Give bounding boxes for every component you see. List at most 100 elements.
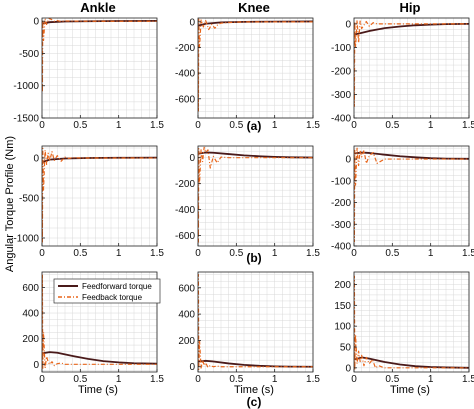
series-line-feedforward — [42, 351, 157, 365]
series-line-feedforward — [354, 356, 469, 369]
axes-frame — [41, 17, 158, 119]
series-line-feedback — [42, 147, 157, 243]
y-tick-label: 0 — [345, 155, 351, 166]
x-tick-label: 0 — [39, 248, 45, 259]
series-line-feedback — [354, 275, 469, 371]
x-tick-label: 0 — [351, 248, 357, 259]
col-title-ankle: Ankle — [80, 0, 115, 15]
plot-area — [42, 18, 157, 118]
row-label-b: (b) — [246, 251, 261, 265]
plot-area — [354, 146, 469, 246]
x-tick-label: 1 — [272, 374, 278, 385]
series-group — [42, 273, 157, 371]
x-tick-label: 1.5 — [462, 374, 474, 385]
panel-knee-b: 0 0.5 1 1.5 0 -200 -400 -600 — [175, 145, 320, 259]
y-tick-label: -100 — [331, 176, 351, 187]
x-tick-label: 1 — [116, 120, 122, 131]
series-line-feedforward — [198, 20, 313, 27]
x-tick-label: 1.5 — [462, 120, 474, 131]
x-tick-label: 0 — [351, 374, 357, 385]
x-tick-label: 0.5 — [385, 248, 399, 259]
x-tick-label: 1 — [428, 374, 434, 385]
y-tick-label: -600 — [175, 231, 195, 242]
x-tick-label: 0.5 — [385, 120, 399, 131]
series-group — [198, 18, 313, 113]
y-tick-label: -300 — [331, 90, 351, 101]
series-group — [198, 274, 313, 370]
y-tick-label: 50 — [340, 343, 352, 354]
y-tick-label: 0 — [33, 360, 39, 371]
y-tick-label: 200 — [334, 280, 351, 291]
y-tick-label: -200 — [175, 43, 195, 54]
x-tick-label: 1 — [428, 120, 434, 131]
y-tick-label: 400 — [178, 310, 195, 321]
x-tick-label: 0.5 — [229, 248, 243, 259]
col-title-knee: Knee — [238, 0, 270, 15]
series-group — [354, 147, 469, 243]
x-tick-label: 1.5 — [150, 374, 164, 385]
y-tick-label: -1000 — [13, 81, 39, 92]
x-axis-label-hip: Time (s) — [390, 384, 430, 396]
y-tick-label: -100 — [331, 43, 351, 54]
axes-frame — [353, 17, 470, 119]
x-tick-label: 1.5 — [306, 374, 320, 385]
y-tick-label: 0 — [33, 154, 39, 165]
plot-area — [354, 272, 469, 372]
x-tick-label: 1 — [116, 374, 122, 385]
legend-box — [53, 278, 161, 304]
y-tick-label: 200 — [22, 334, 39, 345]
series-group — [42, 18, 157, 93]
y-tick-label: 400 — [22, 309, 39, 320]
legend-label-feedback: Feedback torque — [82, 293, 143, 302]
y-tick-label: -400 — [331, 242, 351, 253]
y-tick-label: 0 — [189, 362, 195, 373]
y-tick-label: 100 — [334, 322, 351, 333]
x-tick-label: 0 — [39, 120, 45, 131]
plot-area — [198, 272, 313, 372]
y-tick-label: -1000 — [13, 234, 39, 245]
x-tick-label: 0 — [195, 248, 201, 259]
x-tick-label: 1 — [272, 120, 278, 131]
series-line-feedback — [42, 273, 157, 371]
x-tick-label: 1.5 — [150, 248, 164, 259]
y-tick-label: -200 — [331, 198, 351, 209]
x-tick-label: 1.5 — [306, 120, 320, 131]
y-tick-label: 600 — [178, 283, 195, 294]
y-tick-label: -1500 — [13, 114, 39, 125]
series-line-feedback — [198, 146, 313, 243]
y-tick-label: -200 — [175, 179, 195, 190]
axes-frame — [353, 271, 470, 373]
x-tick-label: 0 — [195, 374, 201, 385]
x-tick-label: 0 — [195, 120, 201, 131]
x-tick-label: 1.5 — [150, 120, 164, 131]
y-tick-label: 0 — [345, 363, 351, 374]
panel-knee-a: 0 0.5 1 1.5 0 -200 -400 -600 — [175, 17, 320, 131]
x-tick-label: 0.5 — [73, 374, 87, 385]
axes-frame — [197, 145, 314, 247]
axes-frame — [197, 17, 314, 119]
y-tick-label: 150 — [334, 301, 351, 312]
plot-area — [42, 146, 157, 246]
panel-hip-c: 0 0.5 1 1.5 0 50 100 150 200 — [334, 271, 474, 385]
y-tick-label: 0 — [189, 153, 195, 164]
series-group — [354, 19, 469, 107]
series-line-feedback — [354, 147, 469, 243]
x-axis-label-ankle: Time (s) — [78, 384, 118, 396]
series-group — [354, 275, 469, 371]
y-tick-label: 0 — [345, 19, 351, 30]
x-tick-label: 0.5 — [229, 374, 243, 385]
x-tick-label: 1 — [116, 248, 122, 259]
y-tick-label: -500 — [19, 194, 39, 205]
plot-area — [354, 18, 469, 118]
y-tick-label: 0 — [189, 17, 195, 28]
panel-ankle-a: 0 0.5 1 1.5 0 -500 -1000 -1500 — [13, 17, 164, 131]
panel-ankle-b: 0 0.5 1 1.5 0 -500 -1000 — [13, 145, 164, 259]
y-tick-label: -400 — [175, 69, 195, 80]
legend-label-feedforward: Feedforward torque — [82, 282, 152, 291]
x-tick-label: 0 — [39, 374, 45, 385]
axes-frame — [197, 271, 314, 373]
y-tick-label: 0 — [33, 17, 39, 28]
x-axis-label-knee: Time (s) — [234, 384, 274, 396]
